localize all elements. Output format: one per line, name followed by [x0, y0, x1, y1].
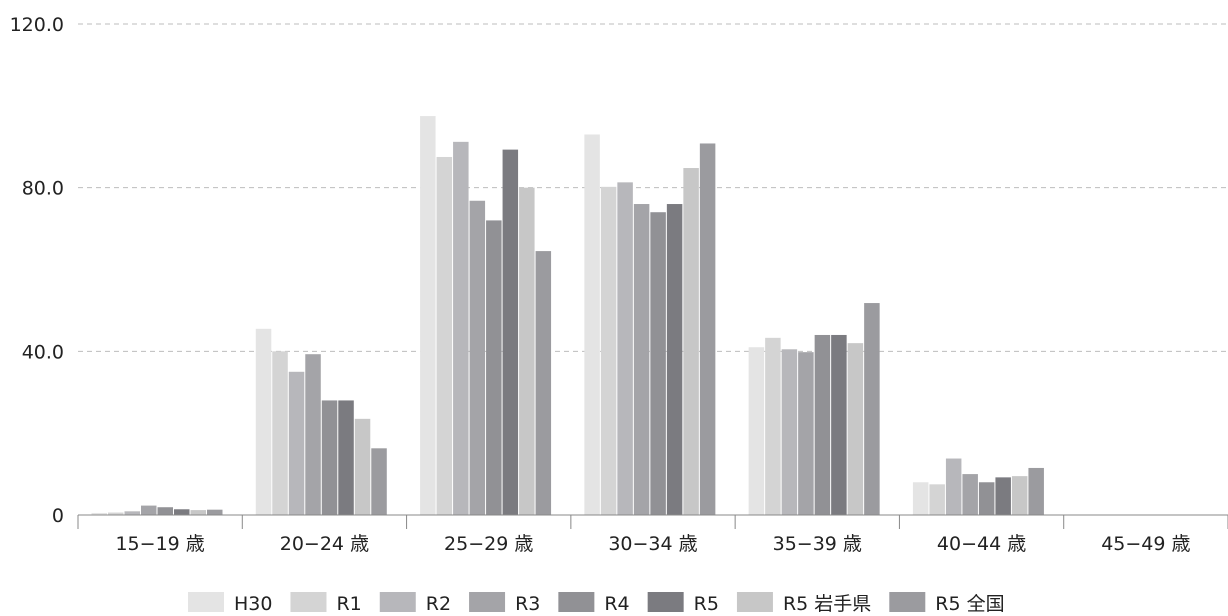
bar [945, 458, 962, 515]
legend-swatch [379, 592, 416, 612]
bar [305, 354, 321, 515]
bar [371, 448, 387, 515]
bar [666, 204, 683, 516]
bar [124, 511, 140, 515]
legend-swatch [558, 592, 595, 612]
bar [174, 509, 190, 515]
bar [798, 352, 814, 515]
bar [847, 343, 864, 515]
bar [864, 303, 880, 515]
bar [765, 337, 781, 515]
legend-swatch [889, 592, 926, 612]
legend-label: R1 [336, 593, 361, 615]
legend-label: R5 [694, 593, 719, 615]
x-tick-label: 25−29 歳 [444, 533, 533, 555]
x-tick-label: 15−19 歳 [115, 533, 204, 555]
bar [469, 200, 486, 515]
bar [995, 477, 1011, 515]
bar [502, 149, 519, 515]
legend-label: H30 [234, 593, 272, 615]
bar [157, 507, 173, 515]
bar [600, 186, 617, 515]
bar [683, 168, 699, 515]
bar [288, 371, 305, 515]
legend-label: R5 全国 [935, 593, 1004, 615]
y-tick-label: 80.0 [22, 178, 64, 200]
legend-swatch [647, 592, 684, 612]
bar [1028, 467, 1044, 515]
x-tick-label: 20−24 歳 [280, 533, 369, 555]
legend-swatch [469, 592, 506, 612]
bar [978, 482, 995, 515]
bar [699, 143, 716, 515]
legend-swatch [290, 592, 327, 612]
bar [781, 349, 798, 515]
bar [962, 474, 978, 515]
x-tick-label: 30−34 歳 [608, 533, 697, 555]
legend-label: R2 [426, 593, 451, 615]
bar [141, 505, 157, 515]
x-tick-label: 45−49 歳 [1101, 533, 1190, 555]
bar [617, 182, 633, 515]
bar [1011, 476, 1028, 515]
bar [436, 156, 453, 515]
bar [453, 141, 469, 515]
legend-swatch [736, 592, 773, 612]
x-tick-label: 40−44 歳 [937, 533, 1026, 555]
y-tick-label: 0 [52, 505, 64, 527]
bar [584, 134, 600, 515]
bar [486, 220, 502, 515]
bar [190, 510, 206, 515]
bar [929, 484, 945, 515]
x-axis: 15−19 歳 20−24 歳 25−29 歳 30−34 歳 35−39 歳 40−44… [77, 514, 1228, 555]
bar [272, 351, 288, 515]
bar [321, 400, 338, 515]
bar [108, 512, 124, 515]
legend-swatch [188, 592, 224, 612]
y-axis-ticks: 0 40.0 80.0 120.0 [10, 14, 64, 527]
legend-label: R4 [604, 593, 629, 615]
bar [748, 347, 765, 515]
bar [519, 187, 535, 515]
legend-label: R3 [515, 593, 540, 615]
bar [912, 482, 929, 515]
bar [207, 509, 223, 515]
bar [338, 400, 354, 515]
legend-label: R5 岩手県 [783, 593, 871, 615]
bar [633, 204, 650, 516]
legend: H30 R1 R2 R3 R4 R5 R5 岩手県 R5 全国 [188, 592, 1005, 615]
bar [420, 116, 436, 515]
x-tick-label: 35−39 歳 [773, 533, 862, 555]
bar [255, 328, 272, 515]
bars [91, 116, 1044, 516]
bar [831, 334, 847, 515]
bar [91, 512, 107, 515]
bar [354, 418, 371, 515]
y-tick-label: 40.0 [22, 341, 64, 363]
y-tick-label: 120.0 [10, 14, 64, 36]
bar [650, 212, 666, 515]
bar [814, 334, 831, 515]
bar [535, 251, 552, 515]
